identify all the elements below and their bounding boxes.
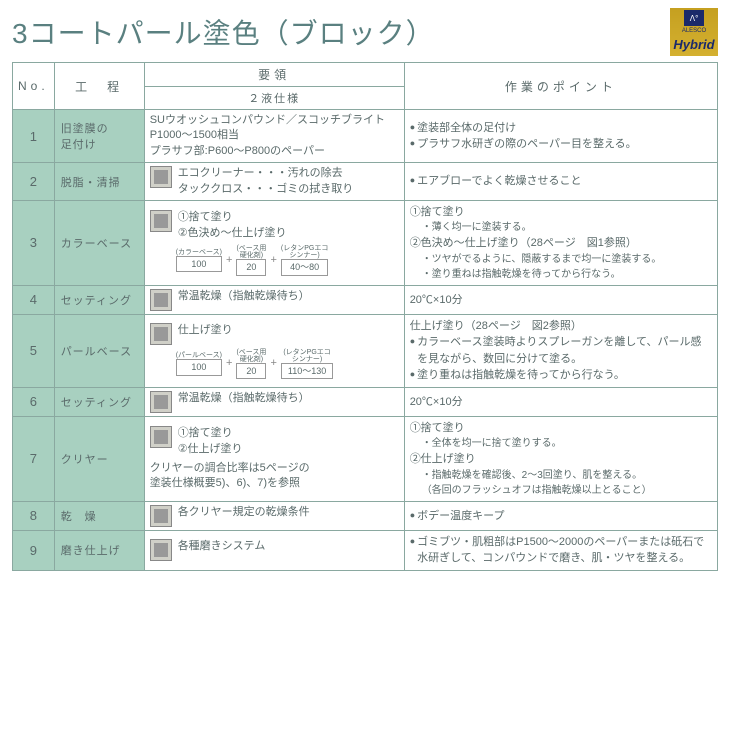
row-no: 1 bbox=[13, 110, 55, 163]
row-process: セッティング bbox=[54, 285, 144, 314]
row-no: 3 bbox=[13, 200, 55, 285]
row-process: パールベース bbox=[54, 314, 144, 387]
cleaner-icon bbox=[150, 166, 172, 188]
row-point: 塗装部全体の足付けプラサフ水研ぎの際のペーパー目を整える。 bbox=[404, 110, 717, 163]
procedure-table: No. 工 程 要領 作業のポイント ２液仕様 1旧塗膜の足付けSUウオッシュコ… bbox=[12, 62, 718, 571]
spray-icon bbox=[150, 426, 172, 448]
row-method: 各クリヤー規定の乾燥条件 bbox=[144, 501, 404, 530]
row-point: エアブローでよく乾燥させること bbox=[404, 163, 717, 201]
row-no: 8 bbox=[13, 501, 55, 530]
row-method: エコクリーナー・・・汚れの除去タッククロス・・・ゴミの拭き取り bbox=[144, 163, 404, 201]
th-method-sub: ２液仕様 bbox=[144, 87, 404, 110]
row-method: ①捨て塗り②色決め～仕上げ塗り(カラーベース)100+(ベース用硬化剤)20+(… bbox=[144, 200, 404, 285]
row-no: 2 bbox=[13, 163, 55, 201]
row-point: ①捨て塗り・全体を均一に捨て塗りする。②仕上げ塗り・指触乾燥を確認後、2～3回塗… bbox=[404, 416, 717, 501]
row-method: SUウオッシュコンパウンド／スコッチブライトP1000～1500相当プラサフ部:… bbox=[144, 110, 404, 163]
row-process: 旧塗膜の足付け bbox=[54, 110, 144, 163]
row-no: 7 bbox=[13, 416, 55, 501]
row-no: 4 bbox=[13, 285, 55, 314]
row-process: 乾 燥 bbox=[54, 501, 144, 530]
row-point: ゴミブツ・肌粗部はP1500～2000のペーパーまたは砥石で水研ぎして、コンパウ… bbox=[404, 530, 717, 570]
row-process: 脱脂・清掃 bbox=[54, 163, 144, 201]
row-method: 常温乾燥（指触乾燥待ち） bbox=[144, 285, 404, 314]
table-row: 7クリヤー①捨て塗り②仕上げ塗りクリヤーの調合比率は5ページの塗装仕様概要5)、… bbox=[13, 416, 718, 501]
spray-icon bbox=[150, 210, 172, 232]
dry-icon bbox=[150, 289, 172, 311]
brand-logo: Λ° ALESCO Hybrid bbox=[670, 8, 718, 56]
clock-icon bbox=[150, 505, 172, 527]
table-row: 6セッティング常温乾燥（指触乾燥待ち）20℃×10分 bbox=[13, 387, 718, 416]
row-point: 20℃×10分 bbox=[404, 387, 717, 416]
spray-icon bbox=[150, 323, 172, 345]
table-row: 3カラーベース①捨て塗り②色決め～仕上げ塗り(カラーベース)100+(ベース用硬… bbox=[13, 200, 718, 285]
page-title: 3コートパール塗色（ブロック） bbox=[12, 12, 435, 52]
row-process: カラーベース bbox=[54, 200, 144, 285]
row-point: 20℃×10分 bbox=[404, 285, 717, 314]
row-process: セッティング bbox=[54, 387, 144, 416]
logo-mark: Λ° bbox=[684, 10, 704, 26]
row-point: ボデー温度キープ bbox=[404, 501, 717, 530]
row-method: 仕上げ塗り(パールベース)100+(ベース用硬化剤)20+(レタンPGエコシンナ… bbox=[144, 314, 404, 387]
th-point: 作業のポイント bbox=[404, 63, 717, 110]
row-method: 常温乾燥（指触乾燥待ち） bbox=[144, 387, 404, 416]
table-row: 4セッティング常温乾燥（指触乾燥待ち）20℃×10分 bbox=[13, 285, 718, 314]
th-no: No. bbox=[13, 63, 55, 110]
row-method: ①捨て塗り②仕上げ塗りクリヤーの調合比率は5ページの塗装仕様概要5)、6)、7)… bbox=[144, 416, 404, 501]
row-no: 9 bbox=[13, 530, 55, 570]
logo-brand: ALESCO bbox=[682, 28, 706, 34]
table-row: 8乾 燥各クリヤー規定の乾燥条件ボデー温度キープ bbox=[13, 501, 718, 530]
dry-icon bbox=[150, 391, 172, 413]
row-no: 5 bbox=[13, 314, 55, 387]
table-row: 5パールベース仕上げ塗り(パールベース)100+(ベース用硬化剤)20+(レタン… bbox=[13, 314, 718, 387]
row-point: 仕上げ塗り（28ページ 図2参照）カラーベース塗装時よりスプレーガンを離して、パ… bbox=[404, 314, 717, 387]
row-no: 6 bbox=[13, 387, 55, 416]
th-process: 工 程 bbox=[54, 63, 144, 110]
table-row: 1旧塗膜の足付けSUウオッシュコンパウンド／スコッチブライトP1000～1500… bbox=[13, 110, 718, 163]
logo-text: Hybrid bbox=[673, 37, 714, 52]
table-row: 2脱脂・清掃エコクリーナー・・・汚れの除去タッククロス・・・ゴミの拭き取りエアブ… bbox=[13, 163, 718, 201]
page-header: 3コートパール塗色（ブロック） Λ° ALESCO Hybrid bbox=[12, 8, 718, 56]
row-process: クリヤー bbox=[54, 416, 144, 501]
row-point: ①捨て塗り・薄く均一に塗装する。②色決め～仕上げ塗り（28ページ 図1参照）・ツ… bbox=[404, 200, 717, 285]
th-method-top: 要領 bbox=[144, 63, 404, 87]
polish-icon bbox=[150, 539, 172, 561]
row-method: 各種磨きシステム bbox=[144, 530, 404, 570]
row-process: 磨き仕上げ bbox=[54, 530, 144, 570]
table-row: 9磨き仕上げ各種磨きシステムゴミブツ・肌粗部はP1500～2000のペーパーまた… bbox=[13, 530, 718, 570]
